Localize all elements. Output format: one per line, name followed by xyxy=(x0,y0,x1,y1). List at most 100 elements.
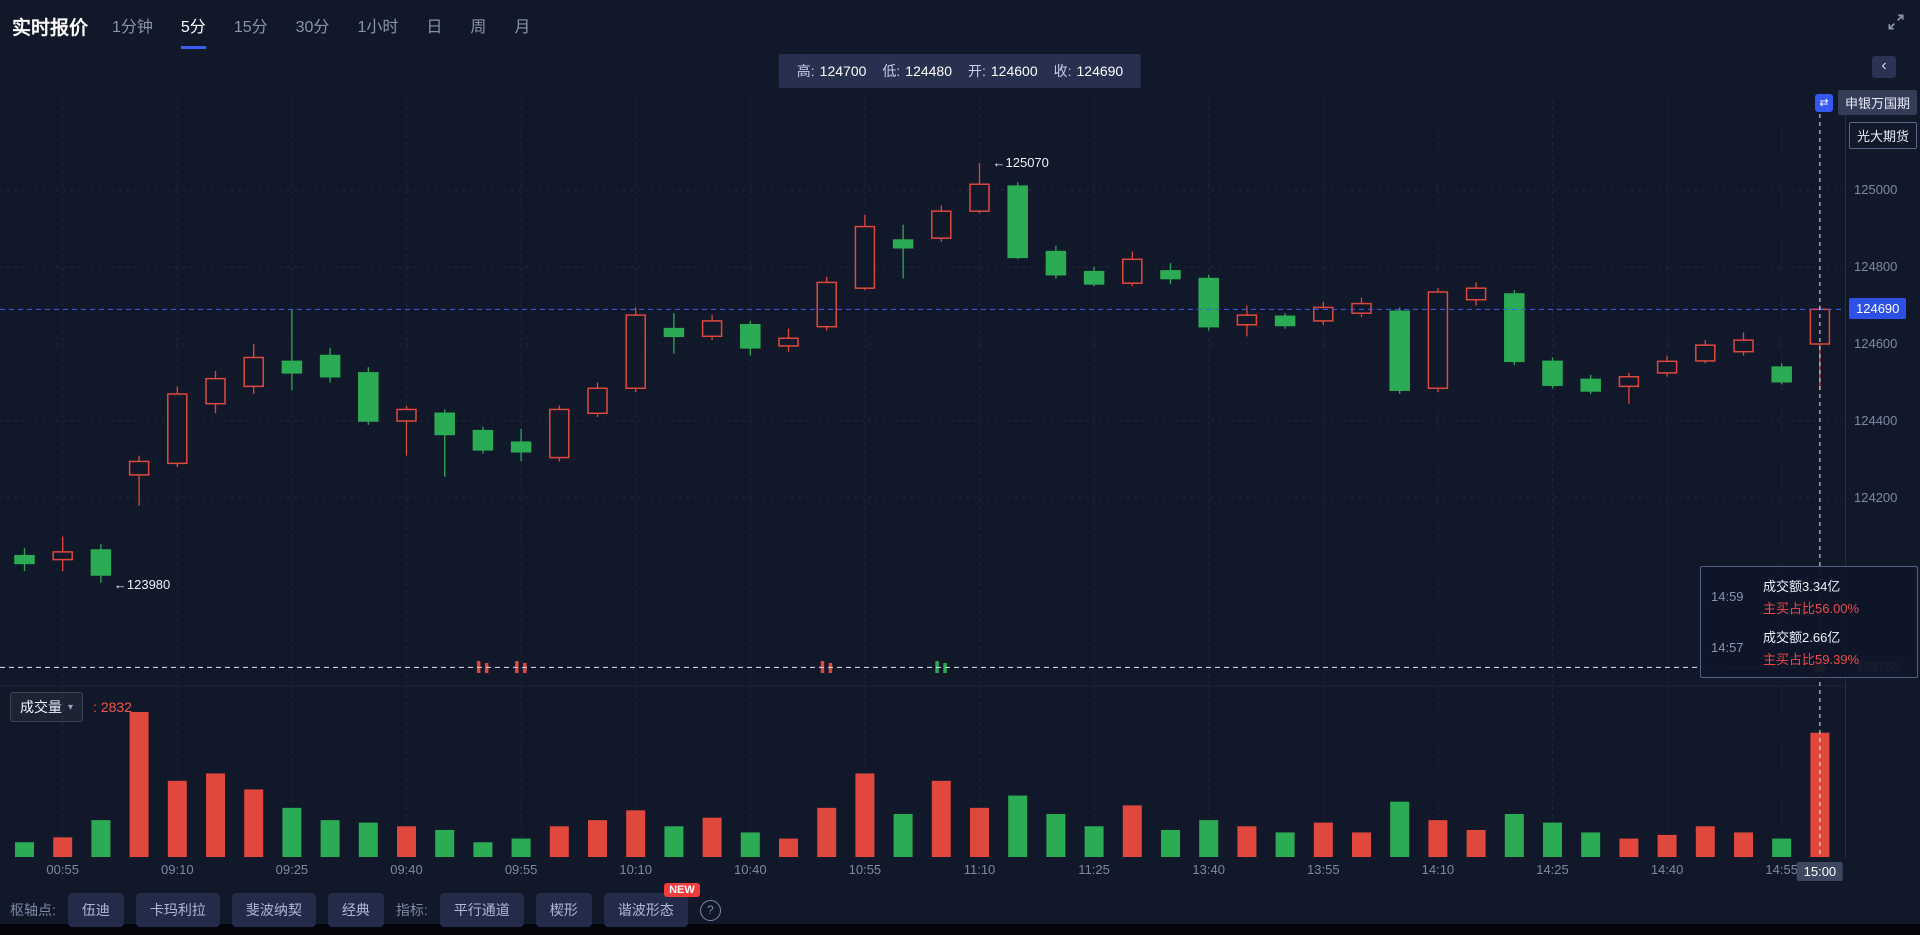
candle-body xyxy=(1733,339,1754,353)
candle-body xyxy=(1351,302,1372,314)
volume-bar xyxy=(1466,829,1486,857)
time-label: 14:40 xyxy=(1650,862,1684,877)
pivot-fibonacci-button[interactable]: 斐波纳契 xyxy=(231,893,316,927)
volume-bar xyxy=(740,832,760,857)
broker-list-icon[interactable]: ⇄ xyxy=(1814,93,1833,112)
candle-body xyxy=(243,356,264,388)
candle-body xyxy=(892,239,914,249)
candle-body xyxy=(740,324,761,349)
volume-bar xyxy=(1122,805,1142,857)
low-value: 124480 xyxy=(905,63,952,79)
order-marker xyxy=(943,663,947,673)
volume-label: 成交量 xyxy=(20,699,62,715)
candle-body xyxy=(1389,310,1410,391)
volume-bar xyxy=(702,817,722,857)
volume-bar xyxy=(664,826,684,857)
indicator-harmonic-button[interactable]: 谐波形态 NEW xyxy=(603,883,700,927)
volume-bar xyxy=(1695,826,1715,857)
candle-body xyxy=(816,281,837,328)
fullscreen-icon[interactable] xyxy=(1886,12,1906,32)
bottom-strip xyxy=(0,924,1920,935)
order-marker xyxy=(484,663,489,673)
time-label: 11:25 xyxy=(1078,862,1110,877)
help-icon[interactable]: ? xyxy=(699,899,721,921)
volume-bar xyxy=(779,838,798,857)
candle-body xyxy=(931,210,952,239)
candlestick-chart[interactable] xyxy=(0,90,1845,858)
candle-body xyxy=(1427,291,1449,390)
volume-bar xyxy=(473,842,493,857)
pivot-classic-button[interactable]: 经典 xyxy=(327,893,384,927)
broker-row: ⇄ 申银万国期 xyxy=(1814,90,1917,115)
order-marker xyxy=(828,663,833,673)
candle-body xyxy=(969,183,990,212)
broker-item-shenyinwanguo[interactable]: 申银万国期 xyxy=(1837,90,1917,115)
broker-row: 光大期货 xyxy=(1815,122,1917,149)
candle-body xyxy=(167,393,188,465)
tooltip-time: 14:57 xyxy=(1711,640,1744,655)
candle-body xyxy=(701,320,723,338)
high-label: 高: xyxy=(796,63,815,79)
tab-5min[interactable]: 5分 xyxy=(180,13,206,49)
volume-bar xyxy=(1543,822,1562,857)
candle-body xyxy=(358,372,379,422)
candle-body xyxy=(205,377,226,405)
tab-30min[interactable]: 30分 xyxy=(295,19,330,36)
volume-bar xyxy=(549,826,569,857)
time-label: 14:10 xyxy=(1421,862,1455,877)
volume-bar xyxy=(1390,801,1410,857)
candle-body xyxy=(1465,287,1487,301)
time-label: 09:10 xyxy=(161,862,194,877)
collapse-panel-button[interactable]: ‹ xyxy=(1872,56,1896,78)
tooltip-buy-ratio: 主买占比59.39% xyxy=(1763,652,1860,667)
volume-bar xyxy=(931,780,951,857)
tab-1min[interactable]: 1分钟 xyxy=(112,19,153,36)
volume-bar xyxy=(129,712,149,857)
volume-bar xyxy=(1275,832,1295,857)
time-label: 13:40 xyxy=(1192,862,1225,877)
tab-1hour[interactable]: 1小时 xyxy=(357,19,399,36)
tab-month[interactable]: 月 xyxy=(514,19,531,36)
candle-body xyxy=(1160,270,1181,280)
tab-week[interactable]: 周 xyxy=(470,19,487,36)
time-label: 11:10 xyxy=(963,862,996,877)
pivot-camarilla-button[interactable]: 卡玛利拉 xyxy=(135,893,220,927)
candle-body xyxy=(281,360,303,374)
volume-bar xyxy=(588,820,607,857)
volume-bar xyxy=(511,838,531,857)
candle-body xyxy=(319,354,341,378)
volume-bar xyxy=(53,837,73,857)
volume-bar xyxy=(1199,820,1219,857)
candle-body xyxy=(1695,344,1716,362)
candle-body xyxy=(854,225,876,289)
time-label: 00:55 xyxy=(46,862,79,877)
indicator-parallel-channel-button[interactable]: 平行通道 xyxy=(439,893,524,927)
indicator-wedge-button[interactable]: 楔形 xyxy=(535,893,592,927)
pivot-woodie-button[interactable]: 伍迪 xyxy=(67,893,124,927)
candle-body xyxy=(434,412,455,436)
price-tick: 124200 xyxy=(1854,490,1898,505)
tooltip-amount: 成交额2.66亿 xyxy=(1763,630,1841,645)
time-label-current: 15:00 xyxy=(1796,862,1844,881)
candle-body xyxy=(1198,277,1219,328)
price-tick: 125000 xyxy=(1854,182,1898,197)
time-label: 10:40 xyxy=(734,862,767,877)
tab-day[interactable]: 日 xyxy=(426,19,443,36)
time-axis[interactable]: 00:55 09:10 09:25 09:40 09:55 10:10 10:40 10:55… xyxy=(0,860,1845,884)
chevron-down-icon: ▾ xyxy=(68,701,74,713)
high-value: 124700 xyxy=(819,63,867,79)
volume-bar xyxy=(282,807,302,857)
volume-bar xyxy=(1313,822,1333,857)
time-label: 09:55 xyxy=(504,862,538,877)
candle-body xyxy=(778,337,799,347)
candle-body xyxy=(14,555,35,565)
volume-indicator-selector[interactable]: 成交量 ▾ xyxy=(10,692,84,722)
candle-body xyxy=(1274,315,1296,327)
candle-body xyxy=(1618,375,1640,388)
indicator-label: 指标: xyxy=(395,902,428,918)
timeframe-tabs: 1分钟 5分 15分 30分 1小时 日 周 月 xyxy=(112,13,530,49)
tab-15min[interactable]: 15分 xyxy=(233,19,268,36)
broker-item-guangda[interactable]: 光大期货 xyxy=(1848,122,1917,149)
price-axis[interactable]: 1250001248001246001244001242001246901237… xyxy=(1845,90,1920,858)
tooltip-row: 14:59 成交额3.34亿 主买占比56.00% xyxy=(1701,571,1917,622)
